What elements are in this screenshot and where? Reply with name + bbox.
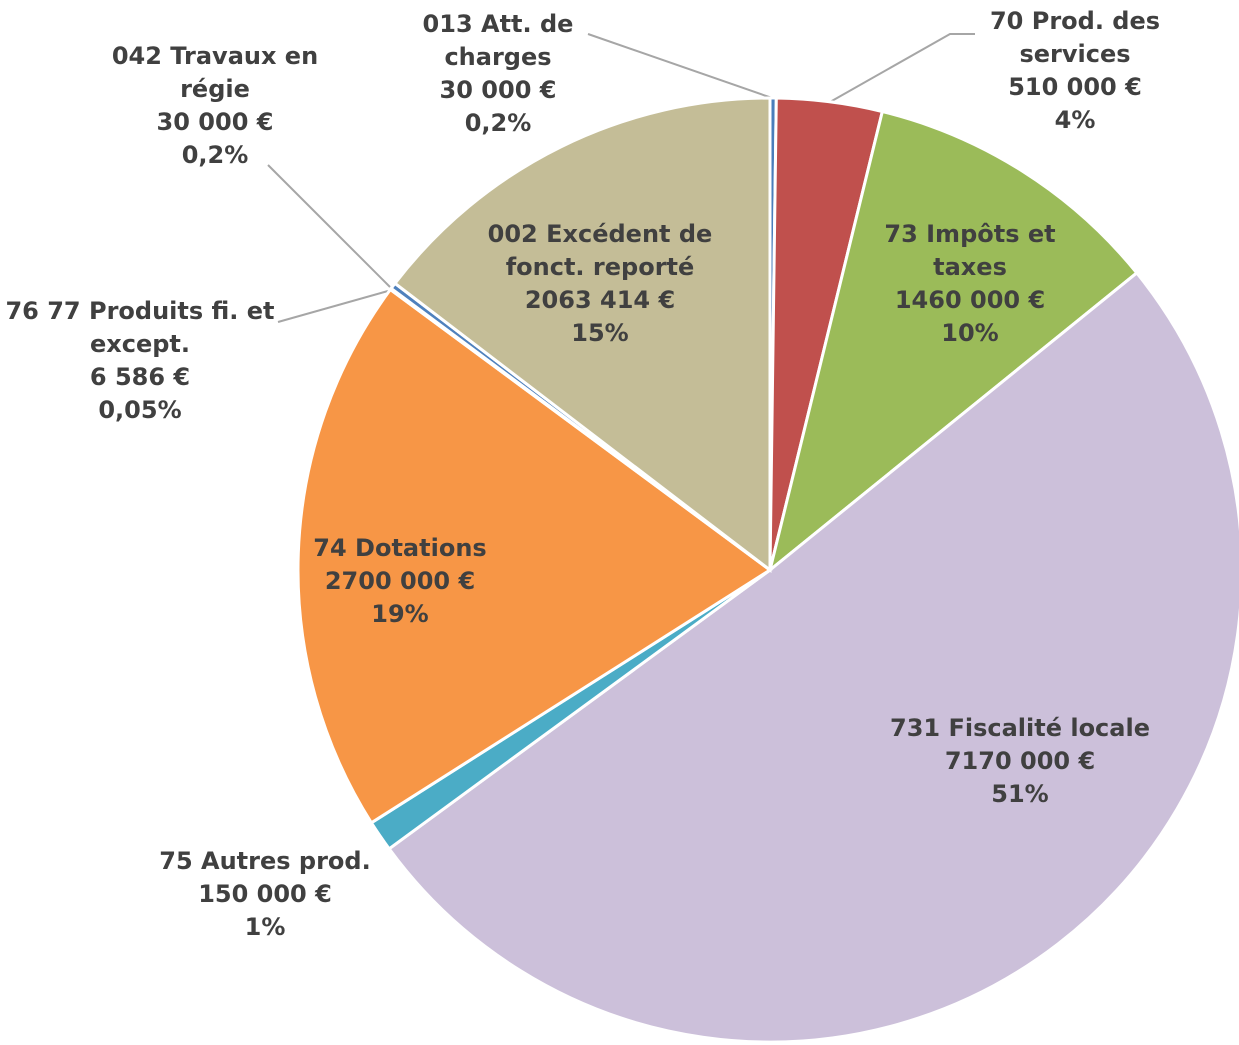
- category-label: 731 Fiscalité locale: [890, 714, 1150, 742]
- category-label: 002 Excédent de fonct. reporté: [487, 220, 713, 281]
- value-label: 30 000 €: [439, 76, 557, 104]
- data-label: 73 Impôts et taxes 1460 000 € 10%: [870, 218, 1070, 350]
- category-label: 76 77 Produits fi. et except.: [5, 297, 275, 358]
- data-label: 75 Autres prod. 150 000 € 1%: [135, 845, 395, 944]
- value-label: 2700 000 €: [324, 567, 476, 595]
- percent-label: 0,2%: [464, 109, 532, 137]
- percent-label: 4%: [1054, 106, 1096, 134]
- value-label: 1460 000 €: [894, 286, 1046, 314]
- percent-label: 0,2%: [181, 141, 249, 169]
- data-label: 70 Prod. des services 510 000 € 4%: [975, 5, 1175, 137]
- category-label: 75 Autres prod.: [159, 847, 371, 875]
- percent-label: 19%: [371, 600, 429, 628]
- percent-label: 0,05%: [98, 396, 182, 424]
- data-label: 002 Excédent de fonct. reporté 2063 414 €…: [470, 218, 730, 350]
- category-label: 74 Dotations: [313, 534, 487, 562]
- value-label: 510 000 €: [1008, 73, 1142, 101]
- leader-line: [267, 164, 391, 288]
- category-label: 042 Travaux en régie: [111, 42, 319, 103]
- pie-slice: [392, 96, 772, 574]
- data-label: 76 77 Produits fi. et except. 6 586 € 0,05…: [3, 295, 278, 427]
- data-label: 013 Att. de charges 30 000 € 0,2%: [411, 8, 586, 140]
- data-label: 042 Travaux en régie 30 000 € 0,2%: [93, 40, 338, 172]
- category-label: 73 Impôts et taxes: [884, 220, 1056, 281]
- pie-slice: [767, 109, 1139, 574]
- value-label: 30 000 €: [156, 108, 274, 136]
- leader-line: [587, 33, 773, 99]
- percent-label: 10%: [941, 319, 999, 347]
- value-label: 7170 000 €: [944, 747, 1096, 775]
- pie-slice: [387, 270, 1239, 1044]
- percent-label: 51%: [991, 780, 1049, 808]
- leader-line: [829, 33, 975, 103]
- data-label: 731 Fiscalité locale 7170 000 € 51%: [860, 712, 1180, 811]
- value-label: 2063 414 €: [524, 286, 676, 314]
- category-label: 70 Prod. des services: [989, 7, 1161, 68]
- pie-slice: [296, 287, 773, 825]
- percent-label: 1%: [244, 913, 286, 941]
- leader-line: [277, 290, 389, 323]
- value-label: 6 586 €: [89, 363, 191, 391]
- percent-label: 15%: [571, 319, 629, 347]
- value-label: 150 000 €: [198, 880, 332, 908]
- data-label: 74 Dotations 2700 000 € 19%: [275, 532, 525, 631]
- leader-lines: [267, 33, 975, 323]
- category-label: 013 Att. de charges: [422, 10, 574, 71]
